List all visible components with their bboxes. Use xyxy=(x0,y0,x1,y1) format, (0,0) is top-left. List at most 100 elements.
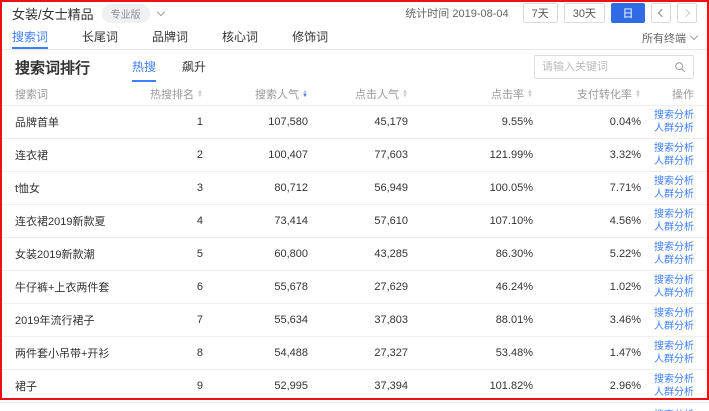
cvr-cell: 3.32% xyxy=(609,149,641,161)
chevron-left-icon xyxy=(657,8,667,18)
terminal-filter-label: 所有终端 xyxy=(642,32,686,45)
rank-cell: 6 xyxy=(196,281,203,293)
range-7d-button[interactable]: 7天 xyxy=(522,3,558,23)
col-rank[interactable]: 热搜排名 ▲ ▼ xyxy=(150,88,203,101)
rank-cell: 9 xyxy=(196,380,203,392)
search-analysis-link[interactable]: 搜索分析 xyxy=(654,275,694,286)
click-pop-cell: 56,949 xyxy=(374,182,408,194)
prev-date-button[interactable] xyxy=(651,3,671,23)
keyword-cell xyxy=(15,403,145,411)
actions-cell: 搜索分析 人群分析 xyxy=(641,109,694,135)
search-analysis-link[interactable]: 搜索分析 xyxy=(654,308,694,319)
next-date-button[interactable] xyxy=(677,3,697,23)
ctr-cell: 100.05% xyxy=(489,182,533,194)
table-row: 连衣裙2019新款夏 4 73,414 57,610 107.10% 4.56%… xyxy=(0,204,709,237)
search-analysis-link[interactable]: 搜索分析 xyxy=(654,209,694,220)
subtab-rising[interactable]: 飙升 xyxy=(182,59,207,74)
col-ctr[interactable]: 点击率 ▲ ▼ xyxy=(491,88,533,101)
page-title: 搜索词排行 xyxy=(15,59,91,77)
crowd-analysis-link[interactable]: 人群分析 xyxy=(654,354,694,365)
rank-cell: 2 xyxy=(196,149,203,161)
crowd-analysis-link[interactable]: 人群分析 xyxy=(654,255,694,266)
actions-cell: 搜索分析 人群分析 xyxy=(641,340,694,366)
table-row: 2019年流行裙子 7 55,634 37,803 88.01% 3.46% 搜… xyxy=(0,303,709,336)
sort-icon[interactable]: ▲ ▼ xyxy=(402,88,408,99)
section-header: 搜索词排行 热搜 飙升 xyxy=(0,52,709,82)
search-analysis-link[interactable]: 搜索分析 xyxy=(654,176,694,187)
crowd-analysis-link[interactable]: 人群分析 xyxy=(654,321,694,332)
cvr-cell: 1.47% xyxy=(609,347,641,359)
ctr-cell xyxy=(408,403,533,411)
rank-cell: 5 xyxy=(196,248,203,260)
chevron-right-icon xyxy=(681,8,691,18)
search-analysis-link[interactable]: 搜索分析 xyxy=(654,143,694,154)
crowd-analysis-link[interactable]: 人群分析 xyxy=(654,156,694,167)
rank-cell xyxy=(145,403,203,411)
word-type-tabbar: 搜索词 长尾词 品牌词 核心词 修饰词 所有终端 xyxy=(0,26,709,50)
table-row-partial: 搜索分析 人群分析 xyxy=(0,402,709,411)
keyword-search-box[interactable] xyxy=(534,55,694,79)
sort-icon[interactable]: ▲ ▼ xyxy=(635,88,641,99)
keyword-search-input[interactable] xyxy=(542,61,674,73)
search-icon[interactable] xyxy=(674,61,686,73)
search-analysis-link[interactable]: 搜索分析 xyxy=(654,374,694,385)
ctr-cell: 88.01% xyxy=(495,314,533,326)
cvr-cell: 5.22% xyxy=(609,248,641,260)
actions-cell: 搜索分析 人群分析 xyxy=(641,142,694,168)
click-pop-cell: 57,610 xyxy=(374,215,408,227)
search-analysis-link[interactable]: 搜索分析 xyxy=(654,110,694,121)
tab-search-word[interactable]: 搜索词 xyxy=(12,26,49,49)
crowd-analysis-link[interactable]: 人群分析 xyxy=(654,222,694,233)
keyword-cell: 牛仔裤+上衣两件套 xyxy=(15,282,110,294)
range-day-button[interactable]: 日 xyxy=(611,3,645,23)
click-pop-cell: 45,179 xyxy=(374,116,408,128)
crowd-analysis-link[interactable]: 人群分析 xyxy=(654,123,694,134)
subtab-hot[interactable]: 热搜 xyxy=(132,52,157,82)
search-analysis-link[interactable]: 搜索分析 xyxy=(654,341,694,352)
tab-modifier-word[interactable]: 修饰词 xyxy=(292,30,329,44)
cvr-cell: 0.04% xyxy=(609,116,641,128)
sort-icon[interactable]: ▲ ▼ xyxy=(197,88,203,99)
chevron-down-icon[interactable] xyxy=(156,7,165,16)
table-row: 两件套小吊带+开衫 8 54,488 27,327 53.48% 1.47% 搜… xyxy=(0,336,709,369)
crowd-analysis-link[interactable]: 人群分析 xyxy=(654,288,694,299)
keyword-cell: 连衣裙 xyxy=(15,150,48,162)
ctr-cell: 46.24% xyxy=(495,281,533,293)
sort-icon-active[interactable]: ▲ ▼ xyxy=(302,88,308,99)
click-pop-cell: 37,803 xyxy=(374,314,408,326)
rank-cell: 1 xyxy=(196,116,203,128)
table-row: 牛仔裤+上衣两件套 6 55,678 27,629 46.24% 1.02% 搜… xyxy=(0,270,709,303)
col-search-pop[interactable]: 搜索人气 ▲ ▼ xyxy=(255,88,308,101)
category-selector[interactable]: 女装/女士精品 xyxy=(12,6,94,22)
tab-longtail-word[interactable]: 长尾词 xyxy=(82,30,119,44)
search-pop-cell: 100,407 xyxy=(268,149,308,161)
search-pop-cell: 107,580 xyxy=(268,116,308,128)
crowd-analysis-link[interactable]: 人群分析 xyxy=(654,387,694,398)
terminal-filter-dropdown[interactable]: 所有终端 xyxy=(642,26,699,49)
search-pop-cell: 54,488 xyxy=(274,347,308,359)
tab-brand-word[interactable]: 品牌词 xyxy=(152,30,189,44)
table-header: 搜索词 热搜排名 ▲ ▼ 搜索人气 ▲ ▼ 点击人气 ▲ ▼ 点击率 ▲ ▼ 支付转化率 ▲ ▼ 操… xyxy=(0,82,709,105)
table-row: 裙子 9 52,995 37,394 101.82% 2.96% 搜索分析 人群… xyxy=(0,369,709,402)
rank-cell: 3 xyxy=(196,182,203,194)
keyword-cell: t恤女 xyxy=(15,183,41,195)
keyword-cell: 女装2019新款潮 xyxy=(15,249,95,261)
date-controls: 统计时间 2019-08-04 7天 30天 日 xyxy=(405,3,697,23)
sort-icon[interactable]: ▲ ▼ xyxy=(527,88,533,99)
search-analysis-link[interactable]: 搜索分析 xyxy=(654,242,694,253)
range-30d-button[interactable]: 30天 xyxy=(563,3,605,23)
actions-cell: 搜索分析 人群分析 xyxy=(641,175,694,201)
col-cvr[interactable]: 支付转化率 ▲ ▼ xyxy=(577,88,641,101)
ctr-cell: 53.48% xyxy=(495,347,533,359)
col-click-pop[interactable]: 点击人气 ▲ ▼ xyxy=(355,88,408,101)
click-pop-cell: 37,394 xyxy=(374,380,408,392)
crowd-analysis-link[interactable]: 人群分析 xyxy=(654,189,694,200)
actions-cell: 搜索分析 人群分析 xyxy=(641,208,694,234)
actions-cell: 搜索分析 人群分析 xyxy=(641,373,694,399)
tab-core-word[interactable]: 核心词 xyxy=(222,30,259,44)
ctr-cell: 121.99% xyxy=(489,149,533,161)
chevron-down-icon xyxy=(689,31,699,41)
actions-cell: 搜索分析 人群分析 xyxy=(641,274,694,300)
rank-subtabs: 热搜 飙升 xyxy=(132,52,232,82)
